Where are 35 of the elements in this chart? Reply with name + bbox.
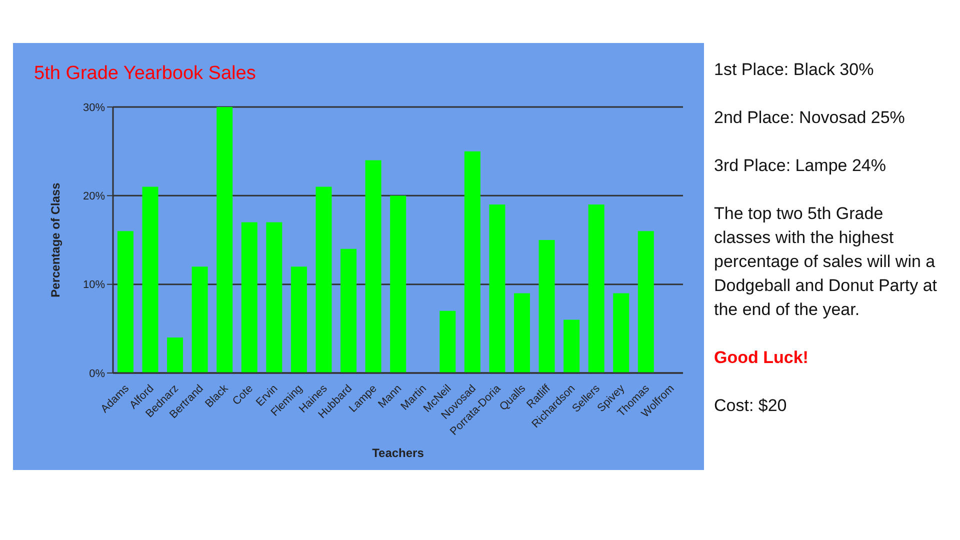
text: 1st Place: Black 30% [714,59,875,81]
text: 2nd Place: Novosad 25% [714,107,906,129]
bar [290,266,307,373]
bar [538,240,555,373]
bar [142,186,158,373]
text: Cost: $20 [714,395,788,417]
bar [167,338,184,373]
bar [638,231,654,373]
x-axis-title: Teachers [372,446,424,460]
bar [117,231,134,373]
text: Good Luck! [714,347,810,369]
y-tick-label: 20% [82,190,106,203]
bar [464,151,480,373]
bar [514,293,530,373]
bar [564,320,580,373]
bar [613,293,630,373]
bar [241,222,258,373]
bar [316,186,332,373]
bar [216,107,233,373]
x-tick-label: Cote [230,382,256,408]
bar [489,204,506,373]
bar [588,204,604,373]
text: The top two 5th Grade classes with the highest percentage of sales will win a Dodgeball and Donut Party at the end of the year. [714,203,938,321]
chart-title: 5th Grade Yearbook Sales [34,63,256,85]
bar [340,248,357,373]
bar [440,310,456,373]
bar [365,160,382,373]
text: 3rd Place: Lampe 24% [714,155,887,177]
y-tick-label: 10% [82,279,106,292]
y-axis-title: Percentage of Class [48,182,62,298]
bar [390,196,406,373]
bar [266,222,282,373]
y-tick-label: 0% [89,368,106,380]
y-tick-label: 30% [82,102,106,114]
bar [192,266,208,373]
